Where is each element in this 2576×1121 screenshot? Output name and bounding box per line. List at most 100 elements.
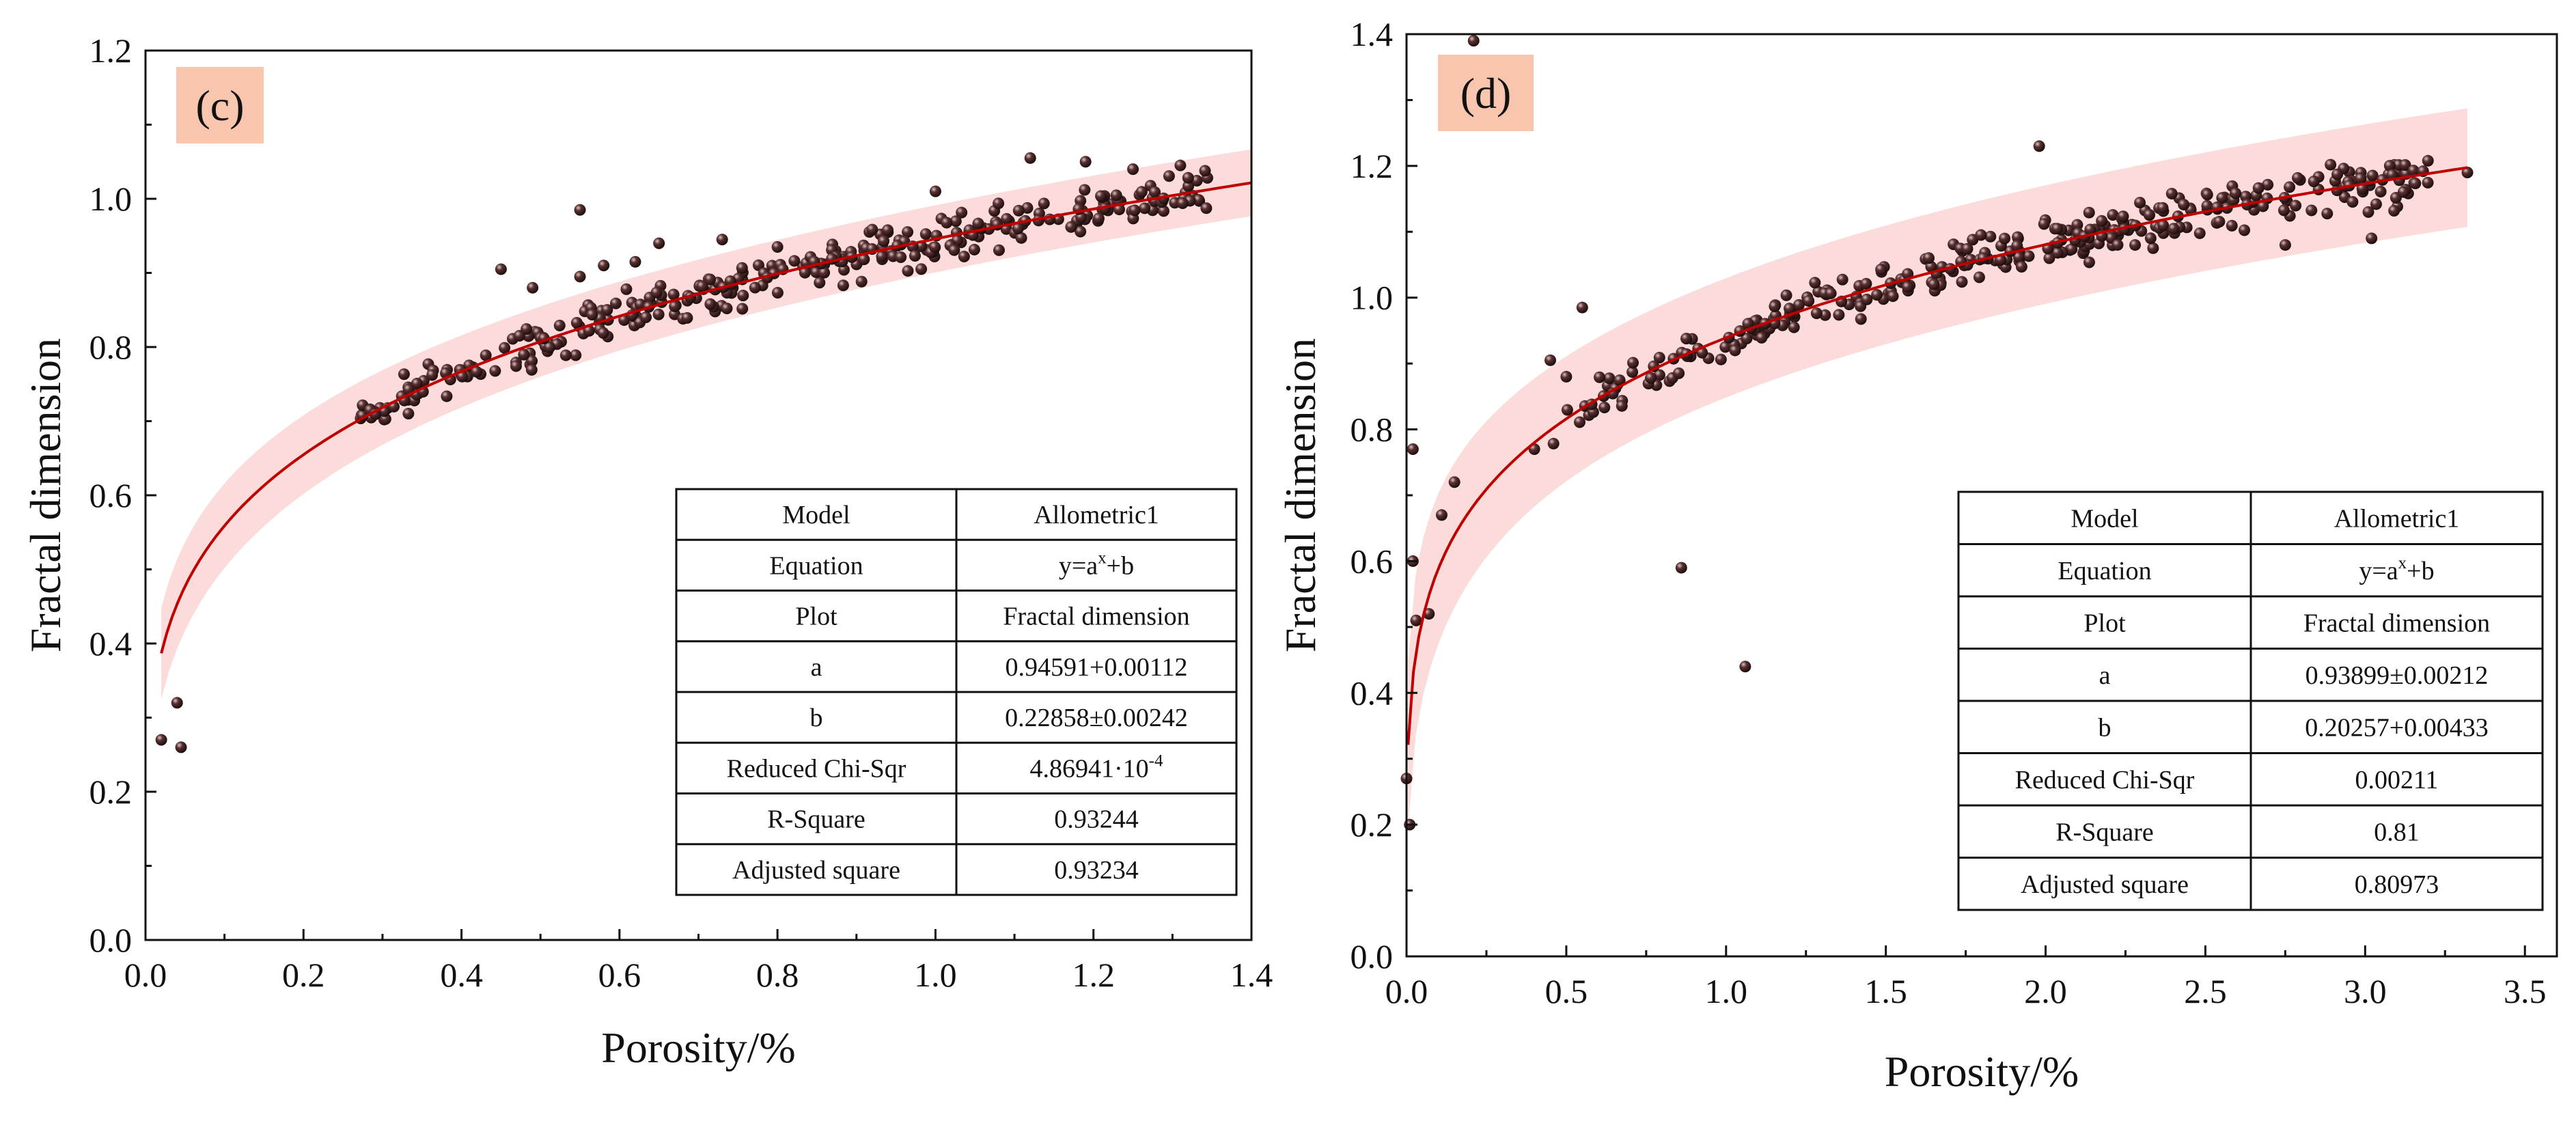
fit-stats-table-d: Model Allometric1 Equation y=ax+b Plot Fracta… [1957,490,2544,911]
data-point [559,349,572,361]
data-point [2374,185,2387,197]
data-point [1598,401,1611,413]
data-point [1012,204,1025,217]
data-point [1675,562,1687,574]
table-value: 0.00211 [2355,766,2438,794]
y-tick-label: 0.2 [1351,805,1394,844]
x-tick-label: 3.5 [2504,972,2547,1010]
data-point [929,241,941,253]
data-point [2383,160,2396,172]
chart-panel-d: 0.0 0.5 1.0 1.5 2.0 2.5 3.0 3.50.00.20.40.60.81… [1276,15,2558,1096]
table-label: a [811,653,822,682]
table-label: b [2099,713,2111,742]
data-point [1467,35,1480,47]
data-point [771,241,784,253]
data-point [950,215,962,227]
data-point [1855,313,1867,325]
data-point [2012,251,2025,264]
data-point [574,204,586,216]
data-point [629,255,641,268]
data-point [2157,202,2169,214]
data-point [855,275,868,288]
data-point [1739,661,1751,673]
data-point [402,407,415,419]
y-tick-label: 0.8 [1351,411,1394,449]
data-point [2331,168,2344,180]
data-point [919,228,932,240]
data-point [2230,187,2242,199]
y-tick-label: 1.2 [89,31,133,70]
data-point [2012,231,2024,243]
data-point [1875,263,1887,275]
data-point [878,235,890,247]
data-point [968,243,980,255]
data-point [1176,197,1189,210]
x-tick-label: 0.6 [598,956,641,994]
data-point [2071,219,2083,231]
data-point [570,317,583,329]
data-point [1561,404,1573,416]
data-point [1139,202,1151,214]
y-tick-label: 0.0 [89,921,133,959]
data-point [2366,169,2379,182]
data-point [2084,223,2096,236]
data-point [2011,240,2023,252]
table-label: R-Square [2055,818,2154,846]
data-point [1833,309,1845,321]
table-label: Reduced Chi-Sqr [2015,766,2195,794]
data-point [929,185,941,197]
data-point [2168,223,2180,235]
table-label: b [810,704,823,732]
data-point [1113,204,1125,216]
data-point [640,312,652,324]
data-point [1975,229,1987,241]
data-point [2096,214,2108,227]
x-tick-label: 1.0 [914,956,957,994]
data-point [2051,247,2064,259]
data-point [2279,239,2291,251]
data-point [1163,170,1175,182]
data-point [1742,318,1754,330]
data-point [543,341,555,353]
data-point [2066,243,2078,255]
data-point [876,250,888,262]
data-point [958,251,970,263]
table-value: 4.86941·10-4 [1030,751,1163,783]
data-point [480,349,492,361]
data-point [1547,437,1560,449]
y-tick-label: 0.4 [89,624,133,663]
fit-curve-c [160,181,1252,654]
x-tick-label: 0.8 [756,956,799,994]
data-point [1199,165,1211,177]
data-point [941,217,953,229]
data-point [1626,357,1639,369]
data-point [2262,178,2274,191]
data-point [2407,165,2420,177]
data-point [2038,218,2050,230]
table-value: Fractal dimension [1003,603,1189,631]
data-point [1860,277,1872,290]
data-point [1015,232,1027,244]
panel-label-d: (d) [1460,69,1512,117]
table-value: 0.22858±0.00242 [1005,704,1188,732]
y-tick-label: 0.2 [89,773,133,811]
data-point [1182,180,1195,192]
data-point [570,349,582,361]
data-point [2107,209,2119,221]
panel-label-box-d [1438,55,1534,131]
table-value: y=ax+b [2359,554,2434,585]
data-point [426,369,439,381]
data-point [495,263,507,275]
data-point [2213,216,2226,228]
data-point [1645,372,1657,384]
data-point [2370,198,2382,210]
data-point [1065,221,1077,233]
data-point [175,741,187,753]
data-point [2083,206,2095,219]
data-point [1128,204,1141,217]
table-value: 0.94591+0.00112 [1005,653,1187,682]
data-point [902,226,914,238]
data-point [1614,374,1626,387]
data-point [2422,154,2434,167]
data-point [2117,210,2129,223]
